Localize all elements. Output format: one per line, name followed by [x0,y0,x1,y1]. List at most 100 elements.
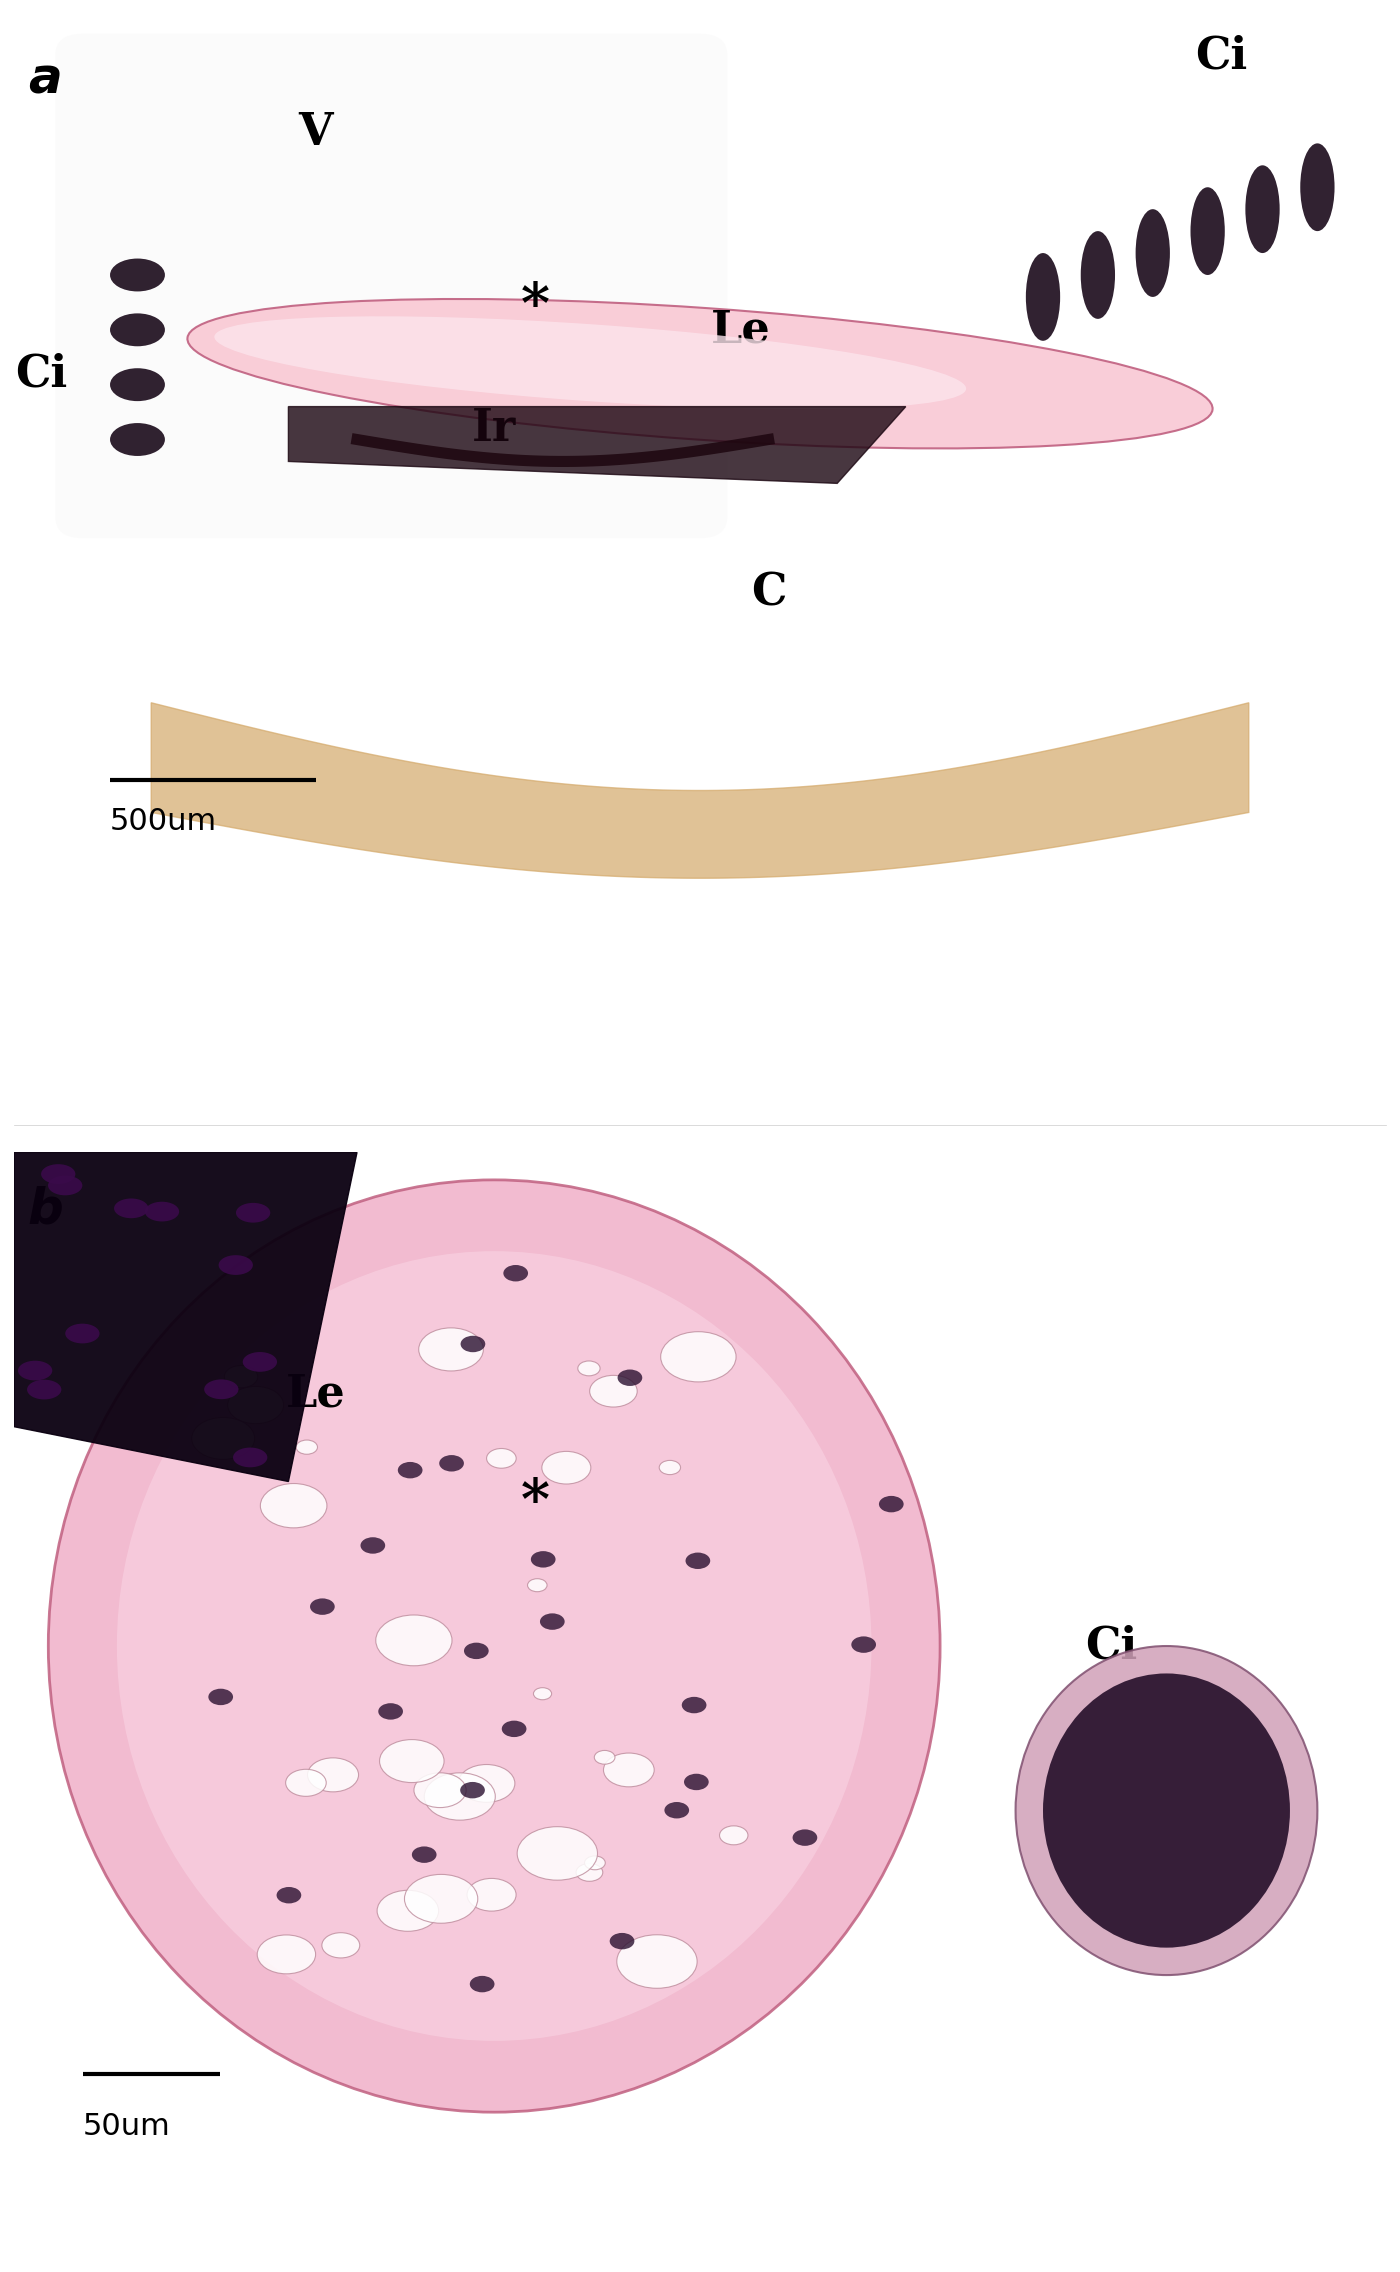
Ellipse shape [531,1552,556,1568]
Ellipse shape [18,1361,52,1381]
Polygon shape [288,407,906,484]
Ellipse shape [461,1336,486,1352]
Text: Ci: Ci [15,352,67,395]
Ellipse shape [286,1770,326,1797]
Ellipse shape [585,1856,605,1870]
Ellipse shape [1246,166,1280,252]
Text: Le: Le [711,309,771,352]
Text: 50um: 50um [83,2113,171,2140]
Ellipse shape [260,1484,328,1527]
Ellipse shape [575,1863,603,1881]
Ellipse shape [41,1163,76,1184]
Ellipse shape [533,1688,552,1699]
Ellipse shape [659,1461,680,1475]
Ellipse shape [322,1933,360,1958]
Ellipse shape [440,1454,463,1472]
Ellipse shape [111,423,165,457]
Ellipse shape [375,1615,452,1665]
Ellipse shape [258,1936,315,1974]
Ellipse shape [542,1452,591,1484]
Text: C: C [750,573,787,613]
Ellipse shape [412,1847,437,1863]
FancyBboxPatch shape [55,34,728,538]
Ellipse shape [204,1379,238,1400]
Ellipse shape [116,1252,871,2040]
Ellipse shape [461,1781,484,1799]
Ellipse shape [1301,143,1334,232]
Ellipse shape [468,1879,517,1911]
Ellipse shape [685,1774,708,1790]
Text: b: b [28,1186,63,1234]
Ellipse shape [720,1827,748,1845]
Ellipse shape [419,1327,483,1370]
Ellipse shape [665,1802,689,1818]
Polygon shape [151,702,1249,879]
Text: Ci: Ci [1196,34,1247,77]
Ellipse shape [228,1386,284,1425]
Ellipse shape [297,1440,318,1454]
Polygon shape [14,1152,357,1481]
Ellipse shape [661,1331,736,1381]
Text: 500um: 500um [111,807,217,836]
Ellipse shape [851,1636,876,1652]
Ellipse shape [458,1765,515,1802]
Ellipse shape [792,1829,818,1845]
Ellipse shape [463,1643,489,1659]
Ellipse shape [1135,209,1170,298]
Ellipse shape [192,1418,255,1459]
Ellipse shape [237,1202,270,1222]
Ellipse shape [378,1704,403,1720]
Ellipse shape [682,1697,707,1713]
Ellipse shape [517,1827,598,1881]
Ellipse shape [218,1254,253,1275]
Ellipse shape [1190,186,1225,275]
Ellipse shape [113,1197,148,1218]
Ellipse shape [111,314,165,345]
Ellipse shape [111,259,165,291]
Ellipse shape [224,1365,258,1388]
Ellipse shape [617,1936,697,1988]
Text: Ci: Ci [1085,1624,1138,1668]
Ellipse shape [578,1361,601,1377]
Ellipse shape [144,1202,179,1222]
Ellipse shape [1043,1674,1289,1947]
Ellipse shape [589,1375,637,1406]
Text: Ir: Ir [472,407,517,450]
Ellipse shape [379,1740,444,1784]
Ellipse shape [66,1325,99,1343]
Text: *: * [521,279,550,336]
Ellipse shape [879,1495,903,1513]
Ellipse shape [528,1579,547,1593]
Ellipse shape [609,1933,634,1949]
Ellipse shape [487,1450,517,1468]
Ellipse shape [377,1890,438,1931]
Text: V: V [298,111,333,154]
Ellipse shape [540,1613,564,1629]
Text: *: * [521,1477,550,1531]
Ellipse shape [1015,1645,1317,1974]
Ellipse shape [424,1772,496,1820]
Ellipse shape [398,1461,423,1479]
Ellipse shape [686,1552,710,1570]
Ellipse shape [111,368,165,402]
Text: a: a [28,55,62,105]
Ellipse shape [1081,232,1114,318]
Ellipse shape [501,1720,526,1738]
Ellipse shape [48,1175,83,1195]
Text: Le: Le [286,1372,346,1415]
Ellipse shape [214,316,966,409]
Ellipse shape [603,1754,654,1786]
Ellipse shape [414,1772,466,1809]
Ellipse shape [360,1538,385,1554]
Ellipse shape [405,1874,477,1922]
Ellipse shape [242,1352,277,1372]
Ellipse shape [188,300,1212,448]
Ellipse shape [617,1370,643,1386]
Ellipse shape [277,1888,301,1904]
Ellipse shape [308,1759,358,1793]
Ellipse shape [209,1688,232,1706]
Ellipse shape [27,1379,62,1400]
Ellipse shape [470,1977,494,1993]
Ellipse shape [232,1447,267,1468]
Ellipse shape [48,1179,941,2113]
